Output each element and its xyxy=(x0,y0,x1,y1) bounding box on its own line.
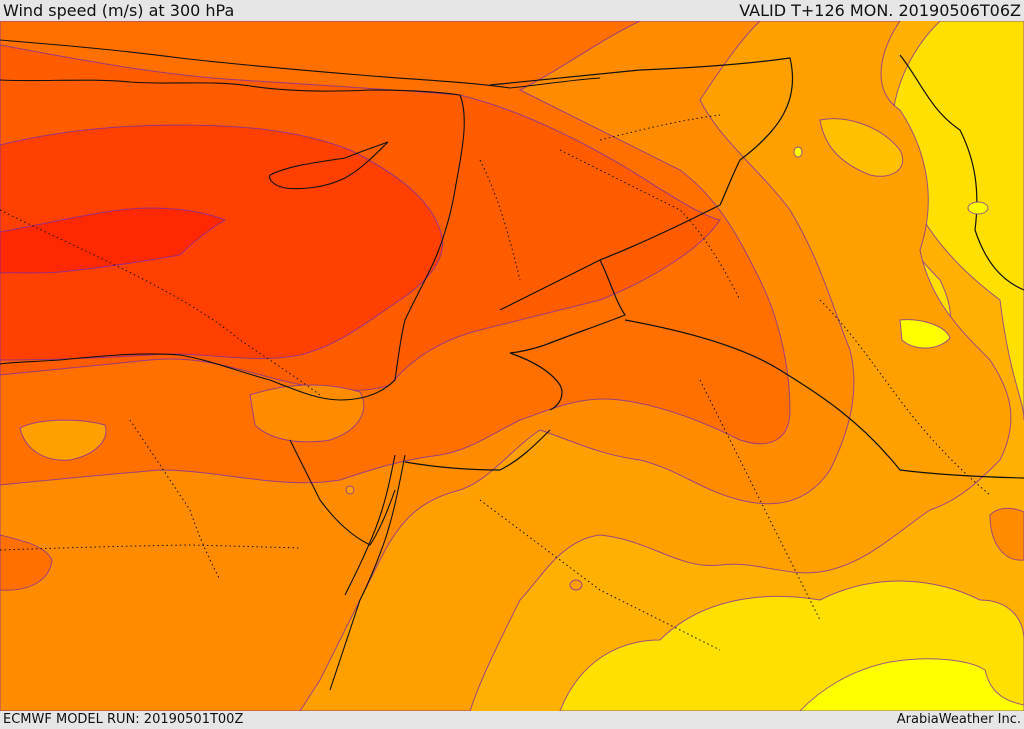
island-west xyxy=(345,485,355,495)
border-egypt-sudan xyxy=(404,429,551,471)
valid-time-label: VALID T+126 MON. 20190506T06Z xyxy=(739,1,1021,20)
model-run-label: ECMWF MODEL RUN: 20190501T00Z xyxy=(3,712,244,727)
wind-speed-map xyxy=(0,21,1024,711)
map-header: Wind speed (m/s) at 300 hPa VALID T+126 … xyxy=(0,0,1024,21)
coastline-sinai xyxy=(289,439,396,546)
border-dotted-4 xyxy=(559,149,741,301)
band-brightyellow-south xyxy=(799,658,1024,711)
border-dotted-8 xyxy=(599,114,721,141)
coastline-turkey-south xyxy=(0,39,601,89)
band-blob-kurdistan xyxy=(819,118,904,177)
border-dotted-1 xyxy=(0,209,321,396)
coastline-red-sea-gulf xyxy=(329,454,406,691)
border-dotted-9 xyxy=(479,159,521,281)
map-footer: ECMWF MODEL RUN: 20190501T00Z ArabiaWeat… xyxy=(0,711,1024,729)
border-dotted-2 xyxy=(129,419,221,581)
band-blob-west xyxy=(19,419,107,461)
credit-label: ArabiaWeather Inc. xyxy=(896,712,1021,727)
band-yellow-southeast xyxy=(891,21,1024,421)
band-blob-southeast xyxy=(989,507,1024,561)
band-blob-east-small xyxy=(899,319,951,349)
band-blob-center xyxy=(249,384,365,443)
map-title: Wind speed (m/s) at 300 hPa xyxy=(3,1,235,20)
border-dotted-6 xyxy=(699,379,821,621)
border-dotted-3 xyxy=(0,544,301,551)
border-jordan-saudi xyxy=(509,259,626,411)
blob-south-small xyxy=(569,579,583,591)
band-blob-left xyxy=(0,534,53,591)
map-canvas xyxy=(0,21,1024,711)
lake-small xyxy=(793,146,803,158)
coastline-cyprus xyxy=(269,141,389,190)
border-dotted-7 xyxy=(479,499,721,651)
band-deep-red xyxy=(0,207,227,274)
border-saudi-iraq xyxy=(624,319,1024,479)
border-iraq-iran xyxy=(899,54,1024,291)
lake-east xyxy=(967,201,989,215)
coastline-levant xyxy=(0,79,465,401)
